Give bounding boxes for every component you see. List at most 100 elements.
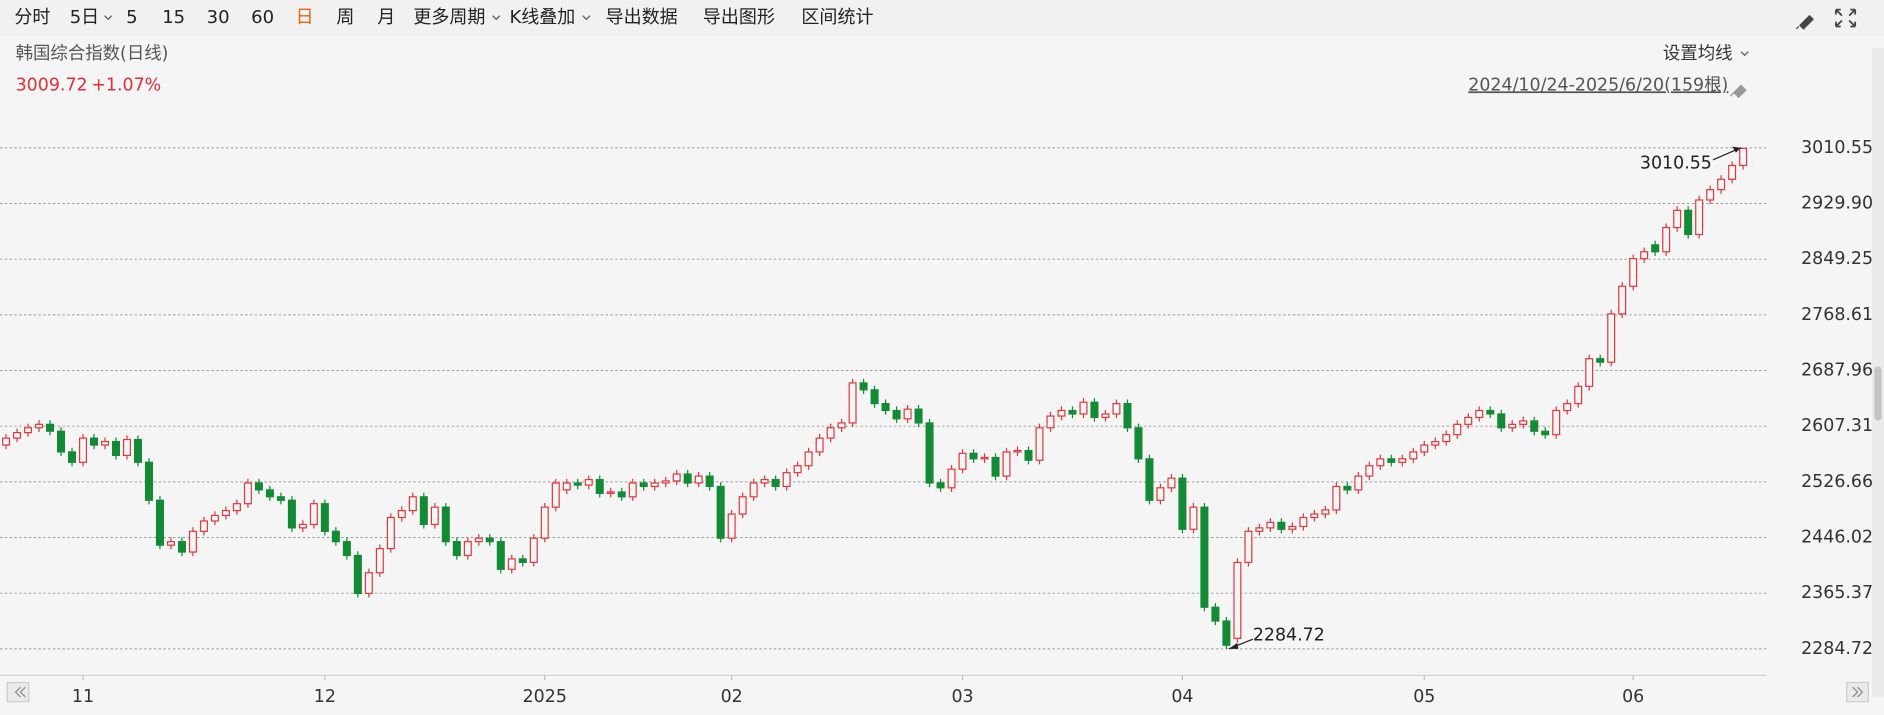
toolbar-item[interactable]: K线叠加 [509,7,575,28]
candle-body [1112,403,1121,415]
fullscreen-icon[interactable] [1835,8,1857,28]
scrollbar-thumb[interactable] [1874,366,1882,421]
toolbar-item[interactable]: 5日 [70,7,99,28]
candle-body [848,382,857,424]
candle-body [881,403,890,412]
toolbar-item[interactable]: 导出图形 [703,7,775,28]
candle-body [1387,458,1396,463]
y-tick-label: 2929.90 [1801,194,1873,214]
candle-body [1541,430,1550,436]
candle-body [1244,530,1253,563]
candle-body [2,437,11,446]
toolbar-item[interactable]: 15 [162,7,185,28]
toolbar-item[interactable]: 日 [296,7,314,28]
candle-body [265,489,274,498]
toolbar-item[interactable]: 导出数据 [606,7,678,28]
candle-body [1200,506,1209,608]
candle-body [1442,434,1451,443]
candle-body [1563,403,1572,412]
candle-body [584,478,593,486]
y-tick-label: 2768.61 [1801,305,1873,325]
candle-body [782,472,791,488]
toolbar-item[interactable]: 分时 [14,7,50,28]
candle-body [1695,199,1704,236]
date-range[interactable]: 2024/10/24-2025/6/20(159根) [1468,75,1728,95]
toolbar-item[interactable]: 周 [336,7,354,28]
candle-body [1651,244,1660,253]
candle-body [980,456,989,460]
candle-body [1673,209,1682,229]
dropdown-icon[interactable] [492,15,501,21]
scroll-left[interactable] [6,681,30,703]
candle-body [232,503,241,512]
toolbar-item[interactable]: 区间统计 [801,7,873,28]
y-tick-label: 2607.31 [1801,416,1873,436]
candle-body [122,438,131,456]
candle-body [496,541,505,570]
candle-body [1662,226,1671,253]
candle-body [133,438,142,463]
candle-body [1332,485,1341,511]
candle-body [100,440,110,446]
toolbar-item[interactable]: 60 [251,7,274,28]
candle-body [57,430,66,453]
toolbar-items: 分时 5日 5 15 30 60 日 周 月 更多周期 K线叠加 导出数据 导出… [14,7,1857,30]
candle-body [529,537,538,563]
chart-title: 韩国综合指数(日线) [16,44,169,64]
candle-body [749,482,758,498]
candle-body [298,523,307,529]
candle-body [1145,458,1154,501]
y-tick-label: 2849.25 [1801,249,1873,269]
min-arrow-head [1228,642,1239,649]
candle-body [111,440,120,456]
candle-body [35,423,44,429]
candle-body [210,514,219,522]
candle-body [1431,440,1440,446]
candle-body [13,432,22,439]
candle-body [177,541,186,553]
scroll-left-icon[interactable] [14,686,26,698]
candle-body [1607,313,1616,363]
y-tick-label: 2446.02 [1801,528,1873,548]
toolbar-item[interactable]: 更多周期 [413,7,485,28]
candle-body [925,422,934,484]
candle-body [892,409,901,420]
candle-body [771,478,780,488]
candle-body [309,503,318,526]
toolbar-item[interactable]: 月 [377,7,395,28]
candle-body [683,473,692,484]
candle-body [1453,423,1462,436]
candle-body [1706,189,1715,201]
candle-body [188,530,197,553]
x-tick-label: 05 [1413,687,1435,707]
y-tick-label: 2284.72 [1801,639,1873,659]
candle-body [727,513,736,539]
toolbar [0,0,1884,37]
candle-body [1156,487,1165,501]
candle-body [826,427,835,439]
toolbar-item[interactable]: 30 [207,7,230,28]
candle-body [1684,209,1693,236]
ma-settings[interactable]: 设置均线 [1663,44,1733,64]
last-price: 3009.72 [16,75,88,95]
candle-body [1090,401,1099,419]
toolbar-item[interactable]: 5 [126,7,137,28]
x-tick-label: 11 [72,687,94,707]
dropdown-icon[interactable] [1740,51,1749,57]
dropdown-icon[interactable] [104,15,113,21]
candle-body [243,482,252,505]
candle-body [958,452,967,470]
scroll-right-icon[interactable] [1852,686,1864,698]
candle-body [1002,451,1011,477]
candle-body [1464,416,1473,425]
candle-body [1255,527,1264,532]
candle-body [1222,620,1231,646]
candle-body [430,506,439,526]
dropdown-icon[interactable] [582,15,591,21]
candle-body [914,408,923,424]
candle-body [1629,258,1638,287]
draw-tool-icon[interactable] [1795,14,1814,30]
candle-body [859,382,868,391]
candle-body [716,485,725,539]
pin-icon[interactable] [1729,84,1747,99]
